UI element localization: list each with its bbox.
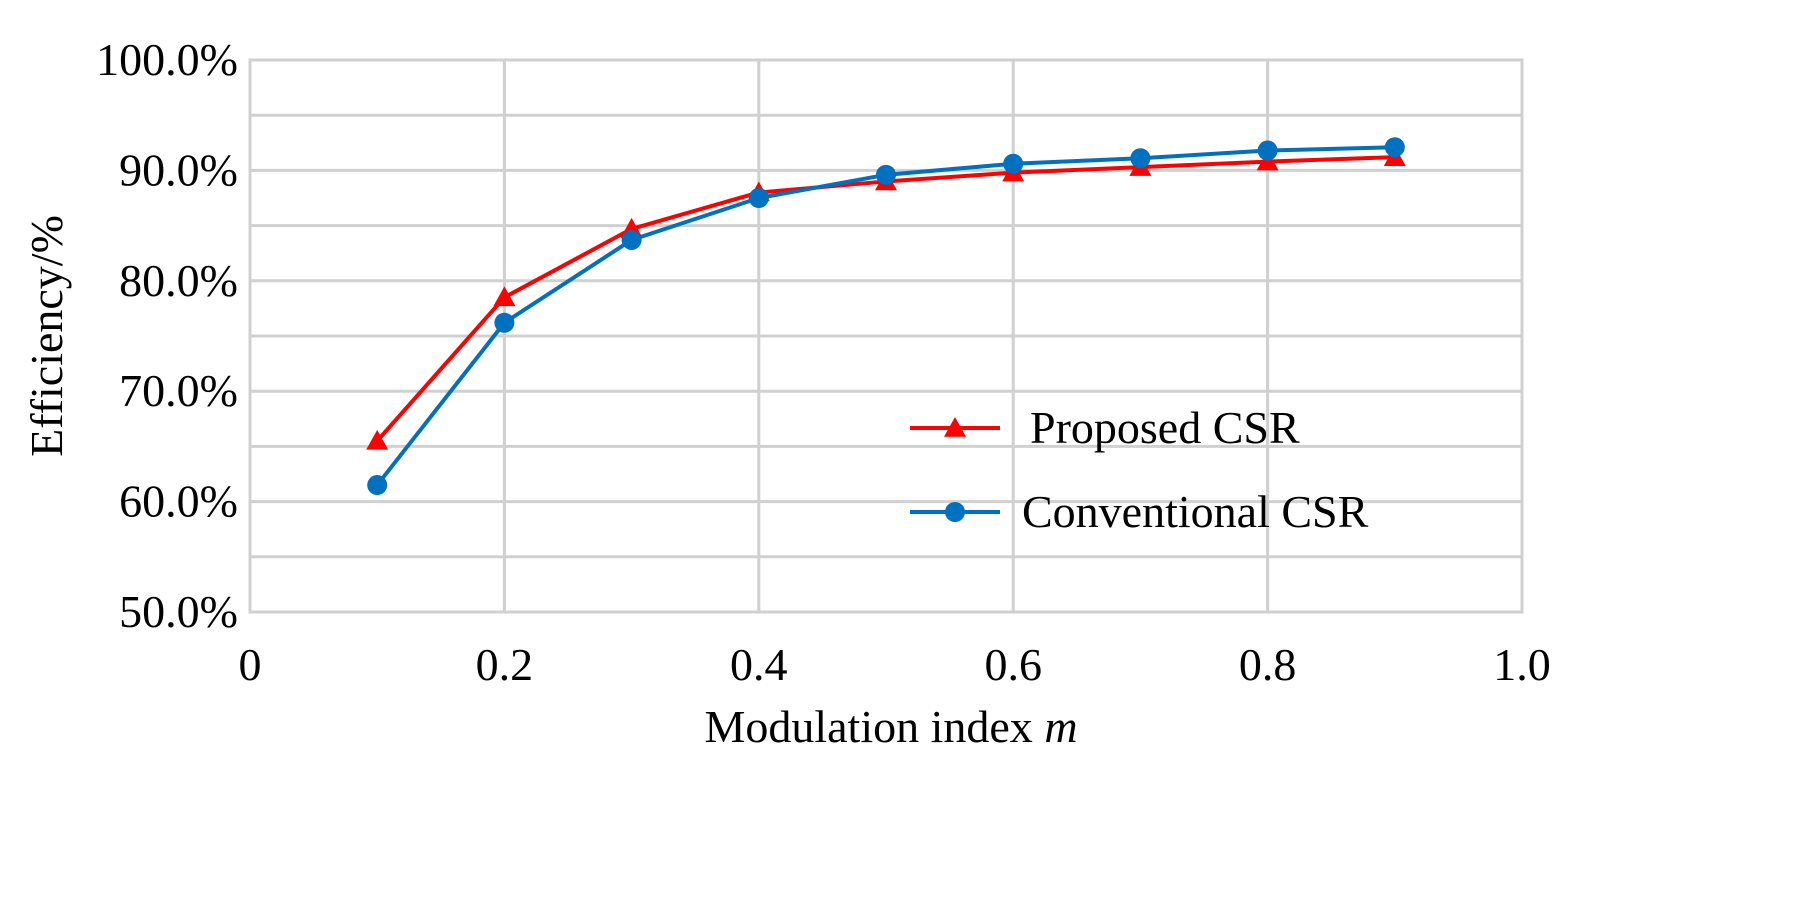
y-tick-label: 90.0%	[119, 144, 238, 195]
x-tick-label: 0.6	[984, 639, 1042, 690]
x-tick-label: 0.8	[1239, 639, 1297, 690]
data-point-proposed-csr	[493, 286, 516, 307]
y-tick-label: 60.0%	[119, 476, 238, 527]
data-point-conventional-csr	[367, 475, 388, 496]
data-point-conventional-csr	[876, 164, 896, 185]
axis-layer: 50.0% 60.0% 70.0% 80.0% 90.0% 100.0% 0 0.2 0.4 0.…	[96, 34, 1551, 690]
data-point-conventional-csr	[1130, 148, 1151, 169]
series-conventional-csr	[367, 137, 1405, 496]
x-tick-label: 1.0	[1493, 639, 1551, 690]
series-layer	[366, 137, 1406, 496]
x-tick-label: 0	[239, 639, 262, 690]
data-point-conventional-csr	[1003, 153, 1024, 174]
legend-marker	[944, 417, 966, 437]
data-point-conventional-csr	[621, 229, 642, 250]
grid-layer	[248, 58, 1524, 614]
data-point-proposed-csr	[366, 429, 389, 450]
x-axis-label-text: Modulation index	[704, 701, 1044, 752]
x-tick-label: 0.2	[476, 639, 534, 690]
y-axis-label: Efficiency/%	[21, 215, 72, 457]
legend-item-proposed-csr: Proposed CSR	[910, 402, 1300, 453]
legend-marker	[945, 502, 965, 522]
legend-label: Proposed CSR	[1030, 402, 1300, 453]
x-axis-label-variable: m	[1044, 701, 1077, 752]
legend-label: Conventional CSR	[1022, 486, 1369, 537]
y-tick-label: 50.0%	[119, 586, 238, 637]
y-tick-label: 70.0%	[119, 365, 238, 416]
y-tick-label: 100.0%	[96, 34, 238, 85]
data-point-conventional-csr	[1257, 140, 1278, 161]
data-point-conventional-csr	[748, 188, 769, 208]
x-tick-label: 0.4	[730, 639, 788, 690]
data-point-conventional-csr	[494, 312, 515, 333]
legend: Proposed CSR Conventional CSR	[910, 402, 1369, 537]
data-point-conventional-csr	[1384, 137, 1405, 158]
x-axis-label: Modulation index m	[704, 701, 1077, 752]
y-tick-label: 80.0%	[119, 255, 238, 306]
legend-item-conventional-csr: Conventional CSR	[910, 486, 1369, 537]
